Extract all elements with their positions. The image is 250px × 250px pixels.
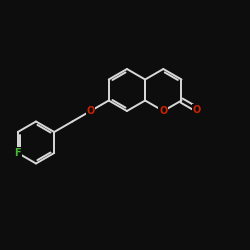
- Text: O: O: [86, 106, 95, 116]
- Text: F: F: [14, 148, 21, 158]
- Text: O: O: [193, 104, 201, 115]
- Text: O: O: [159, 106, 168, 116]
